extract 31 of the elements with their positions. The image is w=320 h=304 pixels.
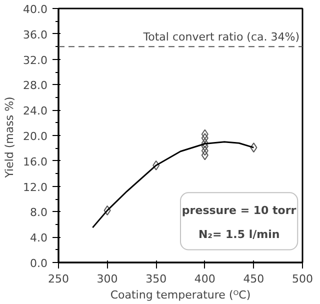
point bbox=[201, 150, 208, 160]
point bbox=[104, 205, 111, 216]
y-tick-label: 0.0 bbox=[30, 257, 48, 270]
annotation: pressure = 10 torr bbox=[182, 204, 297, 217]
y-tick-label: 8.0 bbox=[30, 206, 48, 220]
point bbox=[250, 142, 258, 153]
y-tick-label: 32.0 bbox=[23, 54, 48, 67]
y-tick-label: 36.0 bbox=[23, 28, 48, 42]
x-tick-label: 250 bbox=[48, 272, 69, 286]
x-tick-label: 300 bbox=[96, 272, 118, 286]
y-tick-label: 16.0 bbox=[23, 155, 48, 168]
point bbox=[201, 141, 208, 152]
x-tick-label: 350 bbox=[146, 272, 167, 286]
y-tick-label: 28.0 bbox=[23, 79, 48, 92]
y-tick-label: 40.0 bbox=[23, 3, 48, 16]
point bbox=[201, 129, 208, 140]
point bbox=[201, 146, 208, 156]
y-tick-label: 24.0 bbox=[23, 104, 48, 118]
x-tick-label: 500 bbox=[292, 272, 313, 286]
annotation: N₂= 1.5 l/min bbox=[198, 228, 280, 242]
point bbox=[152, 160, 160, 170]
x-tick-label: 400 bbox=[194, 272, 216, 286]
x-tick-label: 450 bbox=[243, 272, 264, 286]
y-axis-title: Yield (mass %) bbox=[3, 96, 16, 179]
y-tick-label: 12.0 bbox=[23, 180, 48, 194]
x-axis-title: Coating temperature (ᴼC) bbox=[110, 288, 251, 302]
y-tick-label: 4.0 bbox=[30, 232, 48, 245]
y-tick-label: 20.0 bbox=[23, 130, 48, 143]
point bbox=[201, 138, 208, 148]
point bbox=[201, 133, 208, 144]
ref-line-label: Total convert ratio (ca. 34%) bbox=[142, 30, 300, 44]
